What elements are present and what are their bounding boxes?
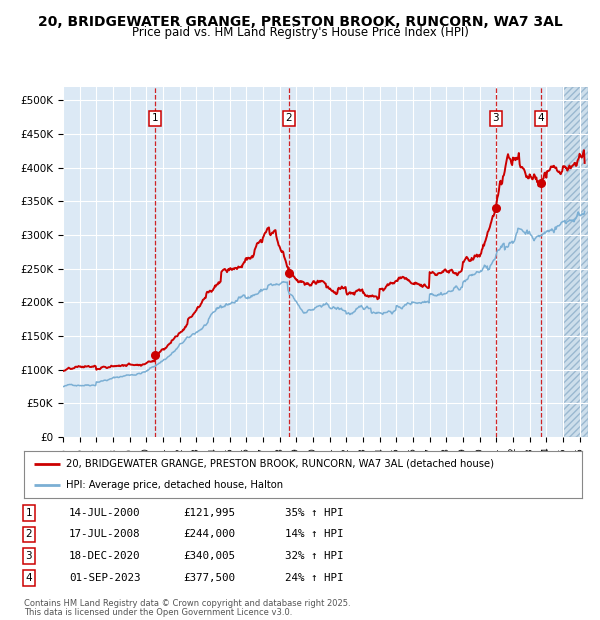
- Text: 4: 4: [538, 113, 544, 123]
- Text: 1: 1: [152, 113, 158, 123]
- Text: 17-JUL-2008: 17-JUL-2008: [69, 529, 140, 539]
- Text: 20, BRIDGEWATER GRANGE, PRESTON BROOK, RUNCORN, WA7 3AL (detached house): 20, BRIDGEWATER GRANGE, PRESTON BROOK, R…: [66, 459, 494, 469]
- Text: 3: 3: [493, 113, 499, 123]
- Text: 14% ↑ HPI: 14% ↑ HPI: [285, 529, 343, 539]
- Text: 1: 1: [25, 508, 32, 518]
- Text: HPI: Average price, detached house, Halton: HPI: Average price, detached house, Halt…: [66, 480, 283, 490]
- Text: 2: 2: [25, 529, 32, 539]
- Text: 3: 3: [25, 551, 32, 561]
- Text: 32% ↑ HPI: 32% ↑ HPI: [285, 551, 343, 561]
- Text: £121,995: £121,995: [183, 508, 235, 518]
- Text: 20, BRIDGEWATER GRANGE, PRESTON BROOK, RUNCORN, WA7 3AL: 20, BRIDGEWATER GRANGE, PRESTON BROOK, R…: [38, 16, 562, 29]
- Text: 14-JUL-2000: 14-JUL-2000: [69, 508, 140, 518]
- Text: £244,000: £244,000: [183, 529, 235, 539]
- Text: 01-SEP-2023: 01-SEP-2023: [69, 573, 140, 583]
- Bar: [563, 87, 588, 437]
- Text: 18-DEC-2020: 18-DEC-2020: [69, 551, 140, 561]
- Text: 35% ↑ HPI: 35% ↑ HPI: [285, 508, 343, 518]
- Text: 4: 4: [25, 573, 32, 583]
- Text: £377,500: £377,500: [183, 573, 235, 583]
- Text: 24% ↑ HPI: 24% ↑ HPI: [285, 573, 343, 583]
- Text: This data is licensed under the Open Government Licence v3.0.: This data is licensed under the Open Gov…: [24, 608, 292, 617]
- Bar: [563, 87, 588, 437]
- Text: Contains HM Land Registry data © Crown copyright and database right 2025.: Contains HM Land Registry data © Crown c…: [24, 599, 350, 608]
- Text: £340,005: £340,005: [183, 551, 235, 561]
- Text: Price paid vs. HM Land Registry's House Price Index (HPI): Price paid vs. HM Land Registry's House …: [131, 26, 469, 38]
- Text: 2: 2: [286, 113, 292, 123]
